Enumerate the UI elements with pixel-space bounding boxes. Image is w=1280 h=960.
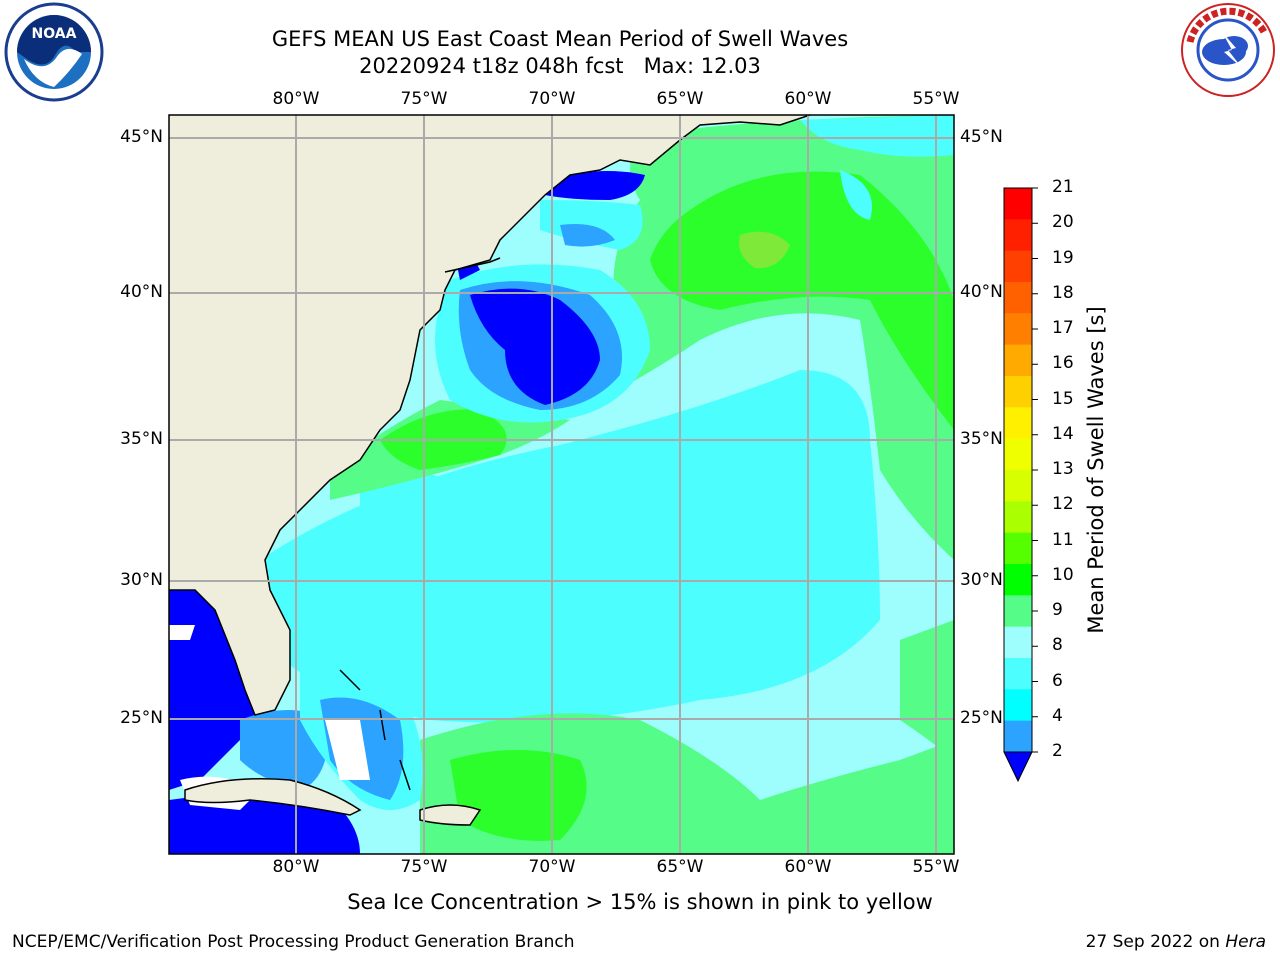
lat-label-right: 35°N — [960, 429, 1003, 449]
run-date: 27 Sep 2022 on — [1085, 932, 1220, 952]
colorbar-segment — [1004, 438, 1032, 471]
yellowgreen-patch — [739, 231, 790, 269]
colorbar-segment — [1004, 344, 1032, 377]
lon-label-bottom: 80°W — [272, 857, 320, 877]
chart-title: GEFS MEAN US East Coast Mean Period of S… — [271, 27, 849, 51]
blue-region-gulf-of-maine — [545, 171, 645, 200]
coastline-cuba — [184, 778, 362, 816]
colorbar-segment — [1004, 407, 1032, 440]
colorbar-segment — [1004, 376, 1032, 408]
colorbar-segment — [1004, 532, 1032, 565]
colorbar-segment — [1004, 658, 1032, 690]
lat-label-right: 30°N — [960, 570, 1003, 590]
colorbar-segment — [1004, 595, 1032, 628]
colorbar-segment — [1004, 470, 1032, 502]
colorbar-tick-label: 16 — [1052, 353, 1074, 374]
green-region-east — [900, 620, 954, 760]
sea-ice-note: Sea Ice Concentration > 15% is shown in … — [347, 890, 933, 914]
colorbar-tick-label: 11 — [1052, 529, 1074, 550]
white-region-gulf — [169, 625, 195, 640]
coastline-long-island — [444, 257, 501, 273]
colorbar-segment — [1004, 219, 1032, 252]
colorbar-tick-label: 4 — [1052, 705, 1063, 726]
land-north-america — [169, 115, 810, 715]
land-nova-scotia — [640, 122, 700, 165]
graticule — [169, 115, 954, 854]
host-name: Hera — [1225, 932, 1266, 952]
colorbar-tick-label: 14 — [1052, 423, 1074, 444]
lon-label-bottom: 75°W — [400, 857, 448, 877]
blue-region-bight — [470, 288, 600, 405]
chart-subtitle: 20220924 t18z 048h fcst Max: 12.03 — [359, 54, 761, 78]
lat-label-left: 45°N — [120, 127, 163, 147]
colorbar-tick-label: 8 — [1052, 635, 1063, 656]
lon-label-top: 65°W — [656, 89, 704, 109]
lon-label-bottom: 60°W — [784, 857, 832, 877]
producer-credit: NCEP/EMC/Verification Post Processing Pr… — [12, 932, 575, 952]
white-region-bahamas — [325, 720, 370, 780]
land-hispaniola — [420, 805, 480, 825]
lon-label-bottom: 55°W — [912, 857, 960, 877]
cyan-region — [260, 370, 880, 723]
colorbar-label: Mean Period of Swell Waves [s] — [1084, 306, 1108, 634]
colorbar-segment — [1004, 720, 1032, 753]
colorbar-tick-label: 10 — [1052, 564, 1074, 585]
cyan-patch-ne — [800, 115, 954, 157]
land-cuba — [185, 778, 360, 815]
cyan-region-2 — [513, 548, 640, 610]
colorbar-segment — [1004, 501, 1032, 534]
nws-logo-icon — [1178, 2, 1278, 102]
noaa-logo-icon: NOAA — [4, 2, 104, 106]
lon-label-top: 55°W — [912, 89, 960, 109]
colorbar-tick-label: 9 — [1052, 600, 1063, 620]
lon-label-top: 75°W — [400, 89, 448, 109]
lat-label-right: 40°N — [960, 282, 1003, 302]
cyan-patch-east — [840, 170, 872, 220]
lon-label-bottom: 65°W — [656, 857, 704, 877]
run-date-credit: 27 Sep 2022 on Hera — [1086, 932, 1266, 952]
colorbar-tick-label: 13 — [1052, 459, 1074, 479]
coastline-hispaniola — [419, 804, 482, 826]
midblue-region-gulf — [560, 224, 615, 247]
colorbar-segment — [1004, 250, 1032, 283]
colorbar-tick-label: 6 — [1052, 670, 1063, 691]
lat-label-left: 35°N — [120, 429, 163, 449]
colorbar-tick-label: 2 — [1052, 741, 1063, 761]
colorbar-segment — [1004, 689, 1032, 722]
colorbar-segment — [1004, 626, 1032, 659]
map-plot-area — [169, 115, 954, 854]
lat-label-left: 40°N — [120, 282, 163, 302]
colorbar — [1003, 187, 1038, 783]
lat-label-right: 45°N — [960, 127, 1003, 147]
colorbar-tick-label: 20 — [1052, 212, 1074, 233]
colorbar-tick-label: 21 — [1052, 177, 1074, 197]
colorbar-segment — [1004, 313, 1032, 346]
green-region-ne-dark — [650, 171, 954, 430]
colorbar-under-triangle — [1003, 751, 1033, 783]
coastline-path — [169, 115, 811, 716]
lat-label-right: 25°N — [960, 708, 1003, 728]
lat-label-left: 30°N — [120, 570, 163, 590]
blue-region-gulf-of-mexico — [169, 590, 260, 790]
colorbar-segment — [1004, 188, 1032, 220]
colorbar-tick-label: 19 — [1052, 247, 1074, 268]
map-frame — [168, 114, 955, 855]
lon-label-top: 70°W — [528, 89, 576, 109]
colorbar-tick-label: 18 — [1052, 282, 1074, 303]
coastline-bahamas — [339, 669, 411, 791]
svg-text:NOAA: NOAA — [32, 26, 77, 42]
lon-label-top: 60°W — [784, 89, 832, 109]
colorbar-tick-label: 12 — [1052, 494, 1074, 515]
colorbar-tick-label: 17 — [1052, 318, 1074, 338]
lon-label-top: 80°W — [272, 89, 320, 109]
lat-label-left: 25°N — [120, 708, 163, 728]
colorbar-segment — [1004, 282, 1032, 314]
lon-label-bottom: 70°W — [528, 857, 576, 877]
colorbar-tick-label: 15 — [1052, 388, 1074, 409]
colorbar-segment — [1004, 564, 1032, 596]
